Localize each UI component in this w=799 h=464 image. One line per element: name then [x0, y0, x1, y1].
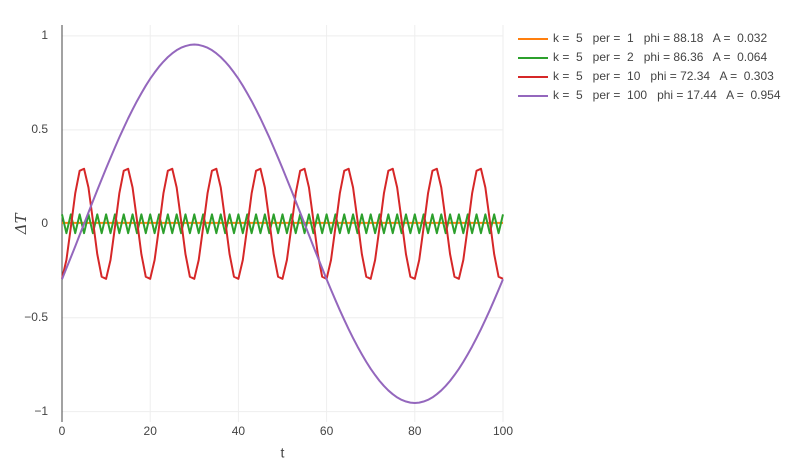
x-tick-label: 0: [59, 424, 66, 438]
x-axis-title: t: [281, 445, 285, 461]
legend-label: k = 5 per = 2 phi = 86.36 A = 0.064: [553, 50, 767, 64]
x-tick-label: 40: [232, 424, 246, 438]
series-line: [61, 167, 504, 280]
y-tick-label: 1: [41, 28, 48, 42]
series-line: [61, 213, 504, 235]
x-tick-label: 80: [408, 424, 422, 438]
x-tick-label: 60: [320, 424, 334, 438]
x-tick-label: 20: [144, 424, 158, 438]
y-tick-label: −1: [34, 404, 48, 418]
y-tick-label: 0: [41, 216, 48, 230]
legend-label: k = 5 per = 100 phi = 17.44 A = 0.954: [553, 88, 781, 102]
y-axis-title: ΔT: [12, 212, 30, 235]
legend-label: k = 5 per = 10 phi = 72.34 A = 0.303: [553, 69, 774, 83]
series-line: [61, 43, 504, 405]
legend-label: k = 5 per = 1 phi = 88.18 A = 0.032: [553, 31, 767, 45]
y-tick-label: 0.5: [31, 122, 48, 136]
x-tick-label: 100: [493, 424, 513, 438]
y-tick-label: −0.5: [24, 310, 48, 324]
